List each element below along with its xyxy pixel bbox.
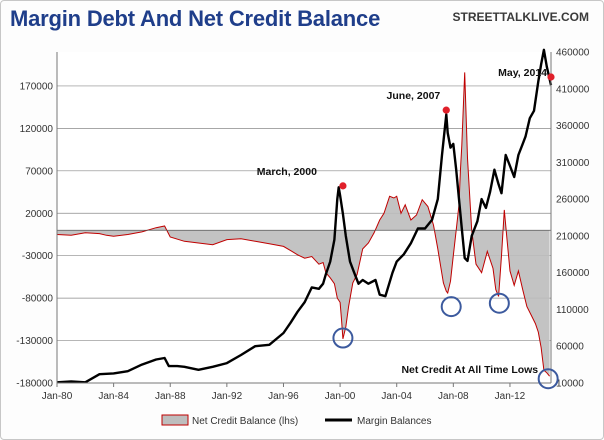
left-tick-label: 120000 bbox=[20, 124, 54, 135]
x-tick-label: Jan-84 bbox=[98, 391, 129, 402]
highlight-circle bbox=[332, 327, 354, 349]
x-tick-label: Jan-96 bbox=[268, 391, 299, 402]
annotation-label: June, 2007 bbox=[387, 90, 441, 102]
right-tick-label: 210000 bbox=[556, 231, 590, 242]
axes bbox=[56, 52, 552, 384]
right-tick-label: 110000 bbox=[556, 305, 589, 316]
net-credit-area bbox=[56, 72, 551, 377]
margin-balances-line bbox=[56, 48, 553, 384]
annotation-dot bbox=[442, 106, 450, 114]
left-axis-ticks: 170000 120000 70000 20000 -30000 -80000 -13000… bbox=[16, 81, 53, 389]
legend-swatch-net-credit bbox=[161, 414, 189, 426]
left-tick-label: 20000 bbox=[25, 209, 53, 220]
chart-title: Margin Debt And Net Credit Balance bbox=[10, 6, 381, 31]
left-tick-label: -30000 bbox=[22, 251, 54, 262]
highlight-circle bbox=[488, 292, 510, 314]
left-tick-label: 70000 bbox=[25, 166, 53, 177]
annotation-dot bbox=[339, 182, 347, 190]
right-tick-label: 460000 bbox=[556, 48, 590, 59]
right-tick-label: 410000 bbox=[556, 84, 590, 95]
annotations: March, 2000 June, 2007 May, 2014 Net Credit… bbox=[257, 67, 559, 390]
left-tick-label: 170000 bbox=[20, 81, 54, 92]
right-tick-label: 260000 bbox=[556, 195, 590, 206]
annotation-dot bbox=[547, 73, 555, 81]
annotation-label: March, 2000 bbox=[257, 166, 317, 178]
net-credit-line bbox=[56, 72, 550, 377]
left-tick-label: -180000 bbox=[16, 379, 53, 390]
legend: Net Credit Balance (lhs) Margin Balances bbox=[161, 414, 431, 427]
x-tick-label: Jan-92 bbox=[212, 391, 243, 402]
x-axis-ticks: Jan-80 Jan-84 Jan-88 Jan-92 Jan-96 Jan-00 Jan-… bbox=[42, 383, 526, 402]
highlight-circle bbox=[537, 368, 559, 390]
right-tick-label: 310000 bbox=[556, 158, 590, 169]
legend-label-net-credit: Net Credit Balance (lhs) bbox=[192, 416, 298, 427]
right-tick-label: 60000 bbox=[556, 342, 584, 353]
x-tick-label: Jan-80 bbox=[42, 391, 73, 402]
x-tick-label: Jan-88 bbox=[155, 391, 186, 402]
right-axis-ticks: 460000 410000 360000 310000 260000 210000 1600… bbox=[556, 48, 590, 390]
highlight-circle bbox=[440, 296, 462, 318]
annotation-label: May, 2014 bbox=[498, 67, 547, 79]
right-tick-label: 10000 bbox=[556, 379, 584, 390]
margin-balances-path bbox=[56, 48, 553, 384]
x-tick-label: Jan-12 bbox=[495, 391, 526, 402]
x-tick-label: Jan-04 bbox=[381, 391, 412, 402]
annotation-label: Net Credit At All Time Lows bbox=[401, 364, 538, 376]
left-tick-label: -80000 bbox=[22, 294, 54, 305]
left-tick-label: -130000 bbox=[16, 336, 53, 347]
x-tick-label: Jan-08 bbox=[438, 391, 469, 402]
x-tick-label: Jan-00 bbox=[325, 391, 356, 402]
right-tick-label: 360000 bbox=[556, 121, 590, 132]
legend-label-margin: Margin Balances bbox=[357, 416, 431, 427]
right-tick-label: 160000 bbox=[556, 268, 590, 279]
brand-watermark: STREETTALKLIVE.COM bbox=[452, 10, 589, 24]
